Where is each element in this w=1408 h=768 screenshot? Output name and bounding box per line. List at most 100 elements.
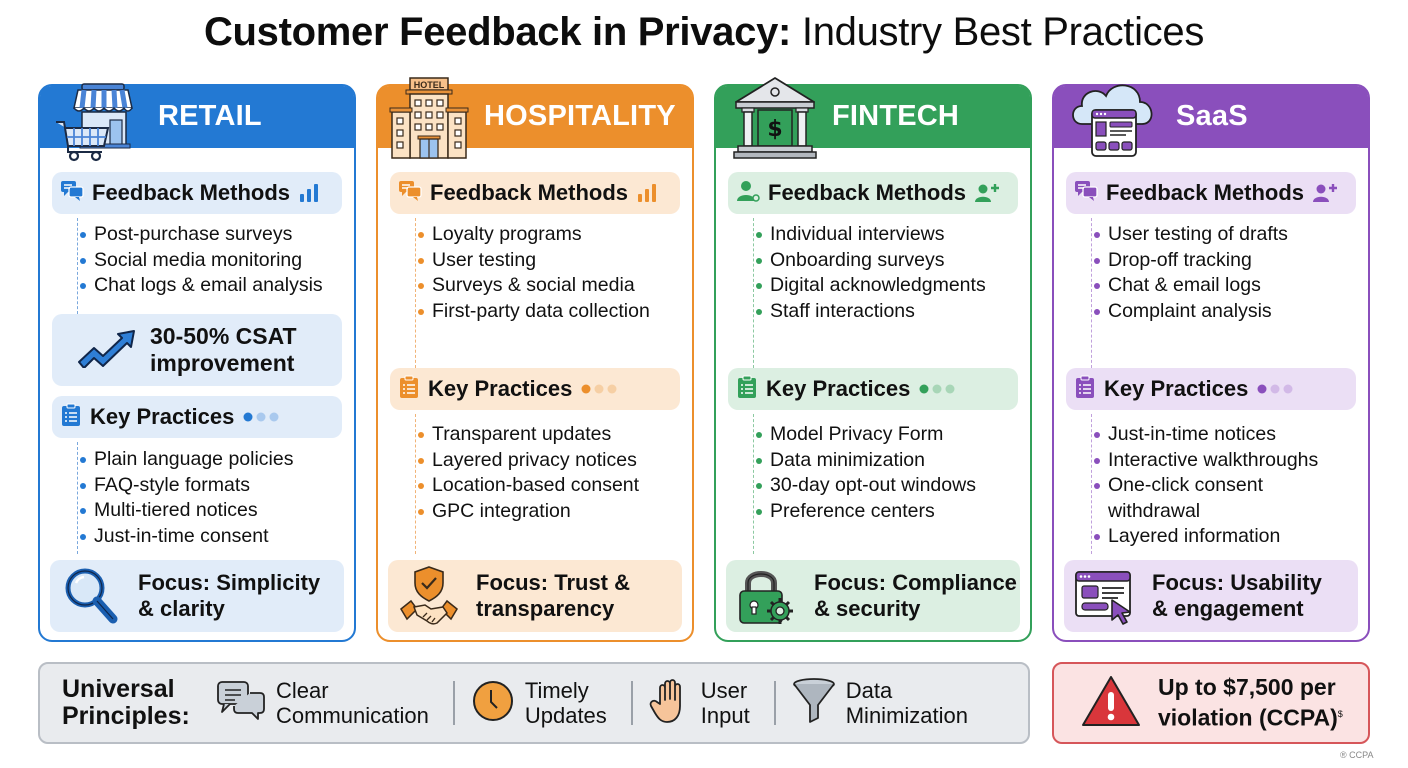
feedback-methods-header: Feedback Methods [1066, 172, 1356, 214]
list-item: 30-day opt-out windows [756, 473, 1022, 499]
key-practices-header: Key Practices [390, 368, 680, 410]
list-item: Model Privacy Form [756, 422, 1022, 448]
chat-bubbles-icon [216, 679, 266, 728]
list-connector [1091, 414, 1092, 554]
list-item: Layered privacy notices [418, 448, 684, 474]
list-item: One-click consent withdrawal [1094, 473, 1328, 524]
progress-dots-icon [918, 383, 956, 395]
bank-dollar-icon: $ [732, 74, 818, 167]
focus-box: Focus: Compliance & security [726, 560, 1020, 632]
ccpa-penalty-box: Up to $7,500 per violation (CCPA)$ [1052, 662, 1370, 744]
key-practices-header: Key Practices [1066, 368, 1356, 410]
list-item: Interactive walkthroughs [1094, 448, 1328, 474]
focus-text: Focus: Simplicity & clarity [138, 570, 321, 621]
key-practices-list: Model Privacy Form Data minimization 30-… [756, 422, 1022, 524]
add-user-icon [974, 182, 1000, 204]
trend-up-arrow-icon [76, 328, 138, 373]
universal-principles-bar: Universal Principles: Clear Communicatio… [38, 662, 1030, 744]
principle-timely-updates: Timely Updates [471, 678, 607, 728]
list-item: Transparent updates [418, 422, 684, 448]
list-item: Preference centers [756, 499, 1022, 525]
warning-triangle-icon [1080, 674, 1142, 733]
feedback-methods-list: Individual interviews Onboarding surveys… [756, 222, 1022, 324]
chat-bubbles-icon [1074, 180, 1098, 207]
list-connector [77, 442, 78, 554]
list-connector [753, 414, 754, 554]
key-practices-list: Transparent updates Layered privacy noti… [418, 422, 684, 524]
feedback-methods-list: User testing of drafts Drop-off tracking… [1094, 222, 1360, 324]
focus-text: Focus: Compliance & security [814, 570, 1017, 621]
clipboard-list-icon [60, 403, 82, 432]
key-practices-title: Key Practices [90, 404, 235, 429]
hospitality-card: HOTEL HOSPITALITY Feedback Methods [376, 77, 694, 642]
feedback-methods-header: Feedback Methods [52, 172, 342, 214]
title-bold: Customer Feedback in Privacy: [203, 10, 792, 54]
list-item: Loyalty programs [418, 222, 684, 248]
principle-label: Timely Updates [524, 678, 607, 728]
feedback-methods-header: Feedback Methods [728, 172, 1018, 214]
clipboard-list-icon [398, 375, 420, 404]
industry-title: RETAIL [158, 100, 262, 132]
hotel-building-icon: HOTEL [388, 76, 474, 165]
industry-title: SaaS [1176, 100, 1248, 132]
retail-card: RETAIL Feedback Methods Post-purchase su… [38, 83, 356, 642]
cloud-browser-icon [1068, 76, 1158, 165]
list-item: Post-purchase surveys [80, 222, 346, 248]
list-item: Layered information [1094, 524, 1328, 550]
list-item: Complaint analysis [1094, 299, 1360, 325]
magnifying-glass-icon [56, 566, 126, 626]
list-item: Surveys & social media [418, 273, 684, 299]
key-practices-header: Key Practices [52, 396, 342, 438]
list-item: Individual interviews [756, 222, 1022, 248]
list-item: Social media monitoring [80, 248, 346, 274]
csat-stat-text: 30-50% CSAT improvement [150, 323, 297, 376]
key-practices-title: Key Practices [766, 376, 911, 401]
title-regular: Industry Best Practices [801, 10, 1205, 54]
clipboard-list-icon [1074, 375, 1096, 404]
clipboard-list-icon [736, 375, 758, 404]
focus-box: Focus: Usability & engagement [1064, 560, 1358, 632]
industry-title: HOSPITALITY [484, 100, 676, 132]
feedback-methods-title: Feedback Methods [430, 180, 629, 205]
storefront-cart-icon [54, 74, 144, 169]
list-item: GPC integration [418, 499, 684, 525]
list-connector [1091, 218, 1092, 368]
divider [452, 681, 455, 725]
list-item: Just-in-time consent [80, 524, 346, 550]
clock-icon [471, 679, 515, 728]
shield-handshake-icon [394, 565, 464, 627]
penalty-text: Up to $7,500 per violation (CCPA)$ [1158, 674, 1343, 731]
progress-dots-icon [580, 383, 618, 395]
list-item: Onboarding surveys [756, 248, 1022, 274]
focus-box: Focus: Trust & transparency [388, 560, 682, 632]
list-connector [753, 218, 754, 368]
feedback-methods-list: Post-purchase surveys Social media monit… [80, 222, 346, 299]
feedback-methods-title: Feedback Methods [1106, 180, 1305, 205]
list-connector [415, 414, 416, 554]
principle-label: Data Minimization [845, 678, 968, 728]
credit-note: ® CCPA [1340, 750, 1374, 760]
csat-stat-box: 30-50% CSAT improvement [52, 314, 342, 386]
list-item: Multi-tiered notices [80, 498, 346, 524]
list-item: Just-in-time notices [1094, 422, 1328, 448]
principle-label: Clear Communication [276, 678, 429, 728]
focus-text: Focus: Trust & transparency [476, 570, 631, 621]
principle-user-input: User Input [649, 678, 750, 729]
universal-principles-title: Universal Principles: [62, 675, 190, 730]
saas-card: SaaS Feedback Methods User testing of dr… [1052, 84, 1370, 642]
funnel-icon [792, 677, 836, 730]
list-connector [77, 218, 78, 314]
bar-chart-icon [636, 183, 658, 203]
progress-dots-icon [1256, 383, 1294, 395]
key-practices-title: Key Practices [428, 376, 573, 401]
list-item: User testing [418, 248, 684, 274]
chat-bubbles-icon [398, 180, 422, 207]
svg-text:HOTEL: HOTEL [414, 80, 445, 90]
feedback-methods-title: Feedback Methods [92, 180, 291, 205]
padlock-gear-icon [732, 565, 802, 627]
progress-dots-icon [242, 411, 280, 423]
focus-box: Focus: Simplicity & clarity [50, 560, 344, 632]
list-item: Data minimization [756, 448, 1022, 474]
divider [773, 681, 776, 725]
list-item: Chat & email logs [1094, 273, 1360, 299]
